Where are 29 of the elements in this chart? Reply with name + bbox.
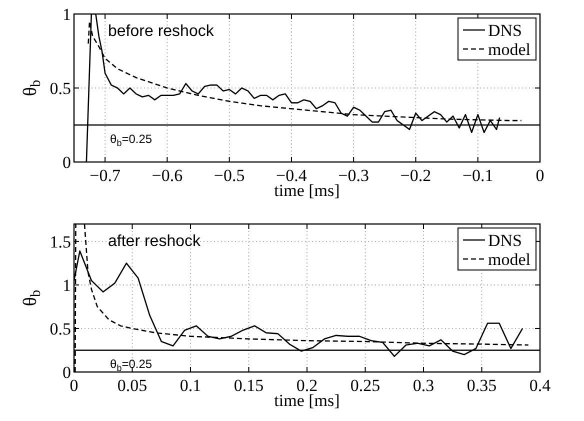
x-tick-label: 0.1 <box>180 376 202 395</box>
annotation: before reshock <box>108 23 215 40</box>
x-tick-label: 0.05 <box>117 376 148 395</box>
x-tick-label: 0 <box>536 166 544 185</box>
x-tick-label: −0.6 <box>152 166 183 185</box>
annotation: after reshock <box>108 233 202 250</box>
ref-line-label: θ$_{b}$=0.25 <box>110 357 152 373</box>
y-tick-label: 0.5 <box>50 79 71 98</box>
x-tick-label: −0.1 <box>462 166 494 185</box>
ref-line-label: θ$_{b}$=0.25 <box>110 132 152 148</box>
y-tick-label: 1 <box>62 276 71 295</box>
y-tick-label: 1.5 <box>50 232 71 252</box>
x-tick-label: 0.3 <box>412 376 434 395</box>
y-tick-label: 0.5 <box>50 319 71 338</box>
y-tick-label: 0 <box>62 153 71 172</box>
x-tick-label: −0.7 <box>90 166 121 185</box>
y-tick-label: 1 <box>62 5 71 24</box>
x-tick-label: −0.2 <box>400 166 432 185</box>
x-tick-label: −0.3 <box>338 166 370 185</box>
legend-label: DNS <box>488 21 522 40</box>
legend-label: model <box>488 40 531 59</box>
legend-label: DNS <box>488 231 522 250</box>
x-tick-label: 0.4 <box>529 376 552 395</box>
legend-label: model <box>488 250 531 269</box>
y-tick-label: 0 <box>62 363 71 382</box>
x-tick-label: 0.35 <box>466 376 497 395</box>
x-tick-label: 0.15 <box>234 376 264 395</box>
x-tick-label: 0.25 <box>350 376 380 395</box>
x-tick-label: −0.5 <box>214 166 245 185</box>
